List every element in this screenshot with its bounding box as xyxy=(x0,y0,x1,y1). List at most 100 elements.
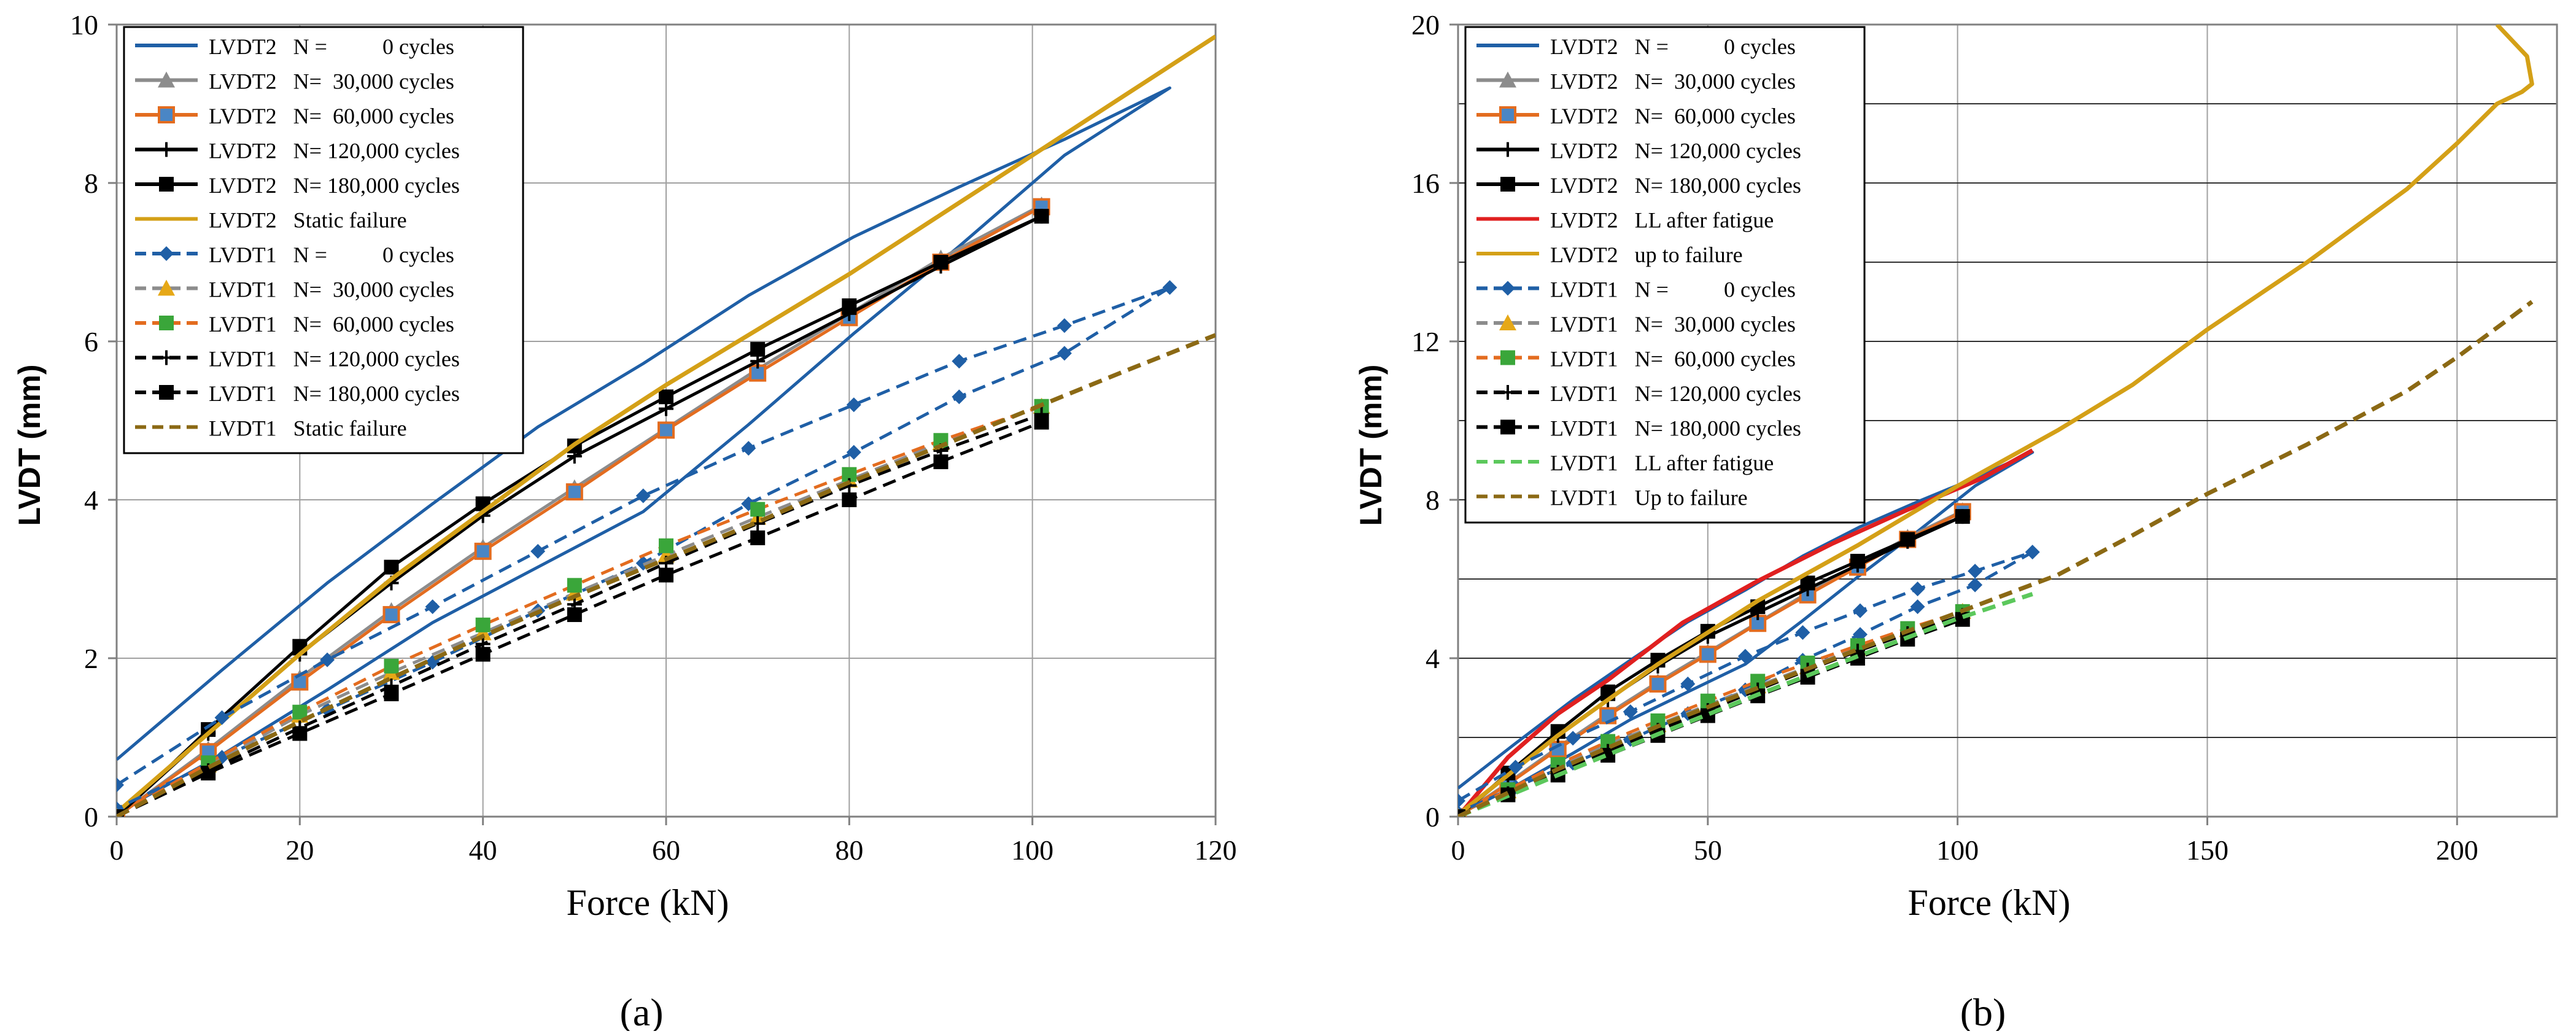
legend-label: LVDT1 N= 30,000 cycles xyxy=(209,278,454,302)
legend-label: LVDT2 N= 180,000 cycles xyxy=(209,173,460,198)
legend-entry: LVDT2 N = 0 cycles xyxy=(135,34,454,59)
x-tick-label: 60 xyxy=(652,834,680,866)
legend-marker xyxy=(159,142,174,157)
legend-marker xyxy=(1500,385,1515,400)
legend-label: LVDT1 N= 180,000 cycles xyxy=(1550,416,1801,441)
data-point xyxy=(1737,648,1753,664)
data-point xyxy=(1968,577,1983,593)
data-point xyxy=(659,538,673,553)
y-tick-label: 16 xyxy=(1411,168,1440,199)
data-point xyxy=(1968,564,1983,579)
data-point xyxy=(1910,581,1925,597)
legend-box xyxy=(123,26,524,454)
legend-marker xyxy=(159,177,174,192)
series-line xyxy=(1458,25,2534,817)
data-point xyxy=(1458,793,1465,809)
data-point xyxy=(659,389,673,405)
data-point xyxy=(952,354,967,369)
series-line xyxy=(117,421,1042,817)
data-point xyxy=(214,710,230,725)
y-axis-title: LVDT (mm) xyxy=(12,365,47,526)
data-point xyxy=(842,298,857,313)
y-tick-label: 4 xyxy=(1426,643,1440,674)
data-point xyxy=(1852,603,1868,618)
plot-frame xyxy=(1457,23,2558,818)
x-axis-title: Force (kN) xyxy=(1908,882,2071,923)
data-point xyxy=(1057,318,1072,333)
y-tick-label: 20 xyxy=(1411,9,1440,41)
legend-marker xyxy=(159,350,174,365)
series-line xyxy=(117,333,1216,817)
x-tick-label: 0 xyxy=(110,834,124,866)
legend-label: LVDT2 Static failure xyxy=(209,208,407,233)
data-point xyxy=(475,647,491,662)
series-10 xyxy=(117,414,1049,817)
x-tick-label: 100 xyxy=(1011,834,1053,866)
legend-label: LVDT2 N= 30,000 cycles xyxy=(1550,69,1796,94)
legend-entry: LVDT2 up to failure xyxy=(1476,243,1743,267)
legend-entry: LVDT2 N= 30,000 cycles xyxy=(1476,69,1796,94)
y-tick-label: 2 xyxy=(84,643,98,674)
legend-label: LVDT2 N = 0 cycles xyxy=(209,34,454,59)
legend-marker xyxy=(159,316,174,330)
data-point xyxy=(659,567,673,583)
y-tick-label: 6 xyxy=(84,326,98,357)
panel-label: (b) xyxy=(1960,990,2006,1031)
legend-label: LVDT1 N= 60,000 cycles xyxy=(1550,347,1796,371)
legend-label: LVDT1 N= 120,000 cycles xyxy=(1550,381,1801,406)
legend-label: LVDT1 Up to failure xyxy=(1550,486,1748,510)
data-point xyxy=(1508,760,1523,775)
x-tick-label: 20 xyxy=(285,834,314,866)
data-point xyxy=(474,542,492,560)
legend-label: LVDT2 N= 60,000 cycles xyxy=(1550,104,1796,128)
x-axis-title: Force (kN) xyxy=(567,882,729,923)
legend-label: LVDT2 N = 0 cycles xyxy=(1550,34,1796,59)
series-line xyxy=(1458,509,1963,817)
series-line xyxy=(1458,510,1963,817)
data-point xyxy=(1795,625,1810,640)
series-line xyxy=(1458,515,1963,817)
legend-marker xyxy=(1500,142,1515,157)
data-point xyxy=(384,658,399,674)
data-point xyxy=(530,543,546,559)
legend-marker xyxy=(159,246,174,261)
data-point xyxy=(750,502,766,517)
legend-label: LVDT1 LL after fatigue xyxy=(1550,451,1774,475)
series-12 xyxy=(1458,592,2033,817)
data-point xyxy=(1850,553,1865,569)
data-point xyxy=(1955,509,1970,524)
data-point xyxy=(952,389,967,405)
legend-entry: LVDT1 LL after fatigue xyxy=(1476,451,1774,475)
data-point xyxy=(846,397,861,413)
legend-entry: LVDT2 Static failure xyxy=(135,208,407,233)
data-point xyxy=(842,492,857,507)
data-point xyxy=(384,559,399,575)
legend-marker xyxy=(1500,350,1515,365)
legend-entry: LVDT2 N= 30,000 cycles xyxy=(135,69,454,94)
x-tick-label: 40 xyxy=(469,834,497,866)
y-tick-label: 10 xyxy=(70,9,98,41)
legend-entry: LVDT1 N = 0 cycles xyxy=(1476,278,1796,302)
data-point xyxy=(741,441,756,456)
series-13 xyxy=(1458,300,2534,817)
series-line xyxy=(1458,300,2534,817)
legend-marker xyxy=(1500,419,1515,435)
series-line xyxy=(117,286,1171,810)
data-point xyxy=(1162,280,1177,295)
data-point xyxy=(425,599,440,615)
data-point xyxy=(382,606,400,624)
legend-marker xyxy=(158,71,175,88)
y-axis-title: LVDT (mm) xyxy=(1354,365,1388,526)
x-tick-label: 50 xyxy=(1694,834,1722,866)
data-point xyxy=(1910,599,1925,615)
legend-entry: LVDT1 Static failure xyxy=(135,416,407,441)
y-tick-label: 12 xyxy=(1411,326,1440,357)
legend-entry: LVDT2 N= 120,000 cycles xyxy=(1476,139,1801,163)
chart-panel-b: 0 50 100 150 200 0 4 8 12 16 20 Force (kN) LVDT (mm)… xyxy=(1354,9,2558,1034)
data-point xyxy=(567,578,582,593)
y-tick-label: 0 xyxy=(84,801,98,833)
data-point xyxy=(475,617,491,632)
data-point xyxy=(291,673,309,691)
data-point xyxy=(1680,676,1696,691)
legend-entry: LVDT1 N= 180,000 cycles xyxy=(1476,416,1801,441)
